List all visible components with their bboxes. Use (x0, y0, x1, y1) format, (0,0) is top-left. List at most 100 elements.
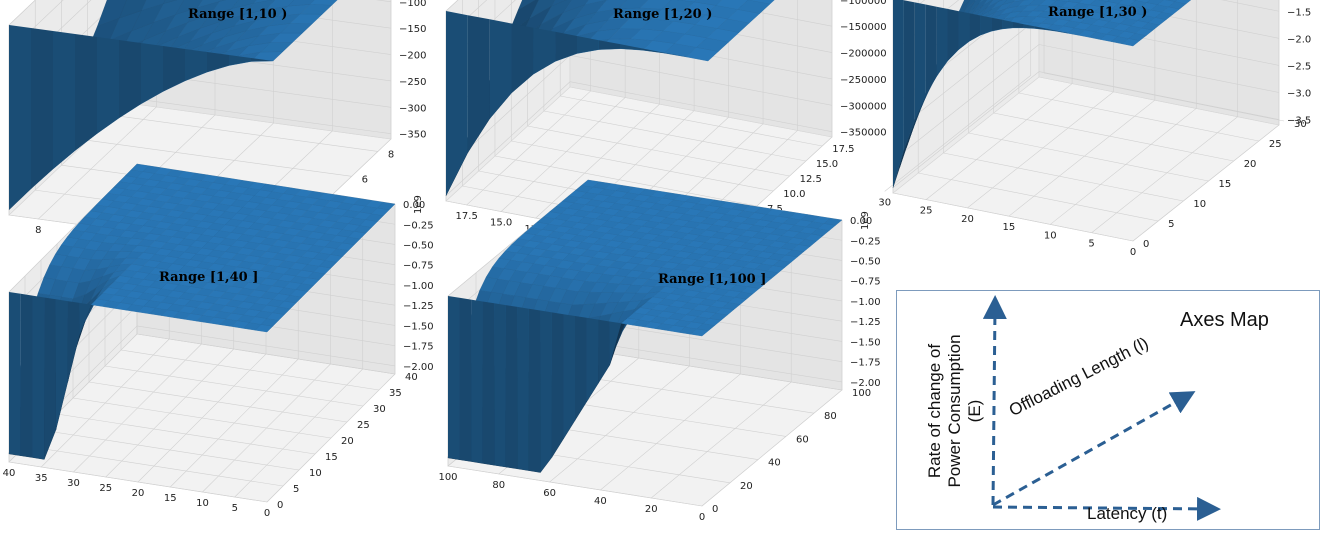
z-tick-label: −2.5 (1287, 61, 1311, 72)
z-tick-label: −1.00 (850, 297, 881, 308)
z-tick-label: −250000 (840, 75, 887, 86)
x-axis-arrow (992, 496, 1221, 521)
z-tick-label: −1.25 (403, 301, 434, 312)
z-label-line2: Power Consumption (945, 334, 964, 488)
z-tick-label: −0.50 (403, 240, 434, 251)
z-tick-label: −250 (399, 77, 426, 88)
y-tick-label: 20 (341, 436, 354, 447)
z-tick-label: −300 (399, 103, 426, 114)
y-tick-label: 0 (1143, 239, 1149, 250)
y-tick-label: 12.5 (800, 174, 822, 185)
z-tick-label: −0.75 (850, 277, 881, 288)
y-tick-label: 6 (362, 174, 368, 185)
tick-labels: 0 20 40 60 80 100 0 20 40 60 80 100 0.00 −0.25 −0.50 −0… (438, 211, 880, 523)
z-tick-label: 0.00 (850, 216, 872, 227)
chart-title: Range [1,30 ) (1048, 5, 1148, 20)
surface-front-face (9, 25, 273, 210)
x-tick-label: 5 (232, 503, 238, 514)
tick-labels: 0510152025300510152025300.0−0.5−1.0−1.5−… (878, 7, 1311, 258)
y-tick-label: 15.0 (816, 159, 838, 170)
y-tick-label: 5 (293, 484, 299, 495)
axes-map-arrows (982, 295, 1221, 521)
z-tick-label: 0.00 (403, 200, 425, 211)
y-tick-label: 80 (824, 411, 837, 422)
z-tick-label: −1.75 (850, 358, 881, 369)
x-tick-label: 80 (492, 480, 505, 491)
x-tick-label: 0 (1130, 247, 1136, 258)
y-tick-label: 30 (1294, 119, 1307, 130)
y-tick-label: 30 (373, 404, 386, 415)
x-tick-label: 35 (35, 473, 48, 484)
z-tick-label: −1.50 (850, 337, 881, 348)
z-tick-label: −350000 (840, 128, 887, 139)
surface-plot-svg: 051015202530354005101520253035400.00−0.2… (3, 163, 434, 519)
z-tick-label: −100 (399, 0, 426, 9)
y-tick-label: 17.5 (832, 144, 854, 155)
z-tick-label: −3.0 (1287, 89, 1311, 100)
z-tick-label: −1.25 (850, 317, 881, 328)
y-tick-label: 10 (1193, 199, 1206, 210)
y-tick-label: 35 (389, 388, 402, 399)
z-tick-label: −200000 (840, 49, 887, 60)
x-tick-label: 60 (543, 488, 556, 499)
y-tick-label: 0 (277, 500, 283, 511)
surface-front-face (893, 0, 1068, 188)
x-tick-label: 17.5 (456, 211, 478, 222)
z-tick-label: −0.50 (850, 256, 881, 267)
x-tick-label: 15.0 (490, 218, 512, 229)
tick-labels: 051015202530354005101520253035400.00−0.2… (3, 195, 434, 519)
y-tick-label: 8 (388, 149, 394, 160)
surface-chart-range-1-30: 0510152025300510152025300.0−0.5−1.0−1.5−… (878, 0, 1320, 268)
x-tick-label: 10 (1044, 230, 1057, 241)
gridlines (884, 0, 1285, 242)
x-tick-label: 0 (699, 512, 705, 523)
y-tick-label: 20 (740, 481, 753, 492)
surface-chart-range-1-40: 0 5 10 15 20 25 30 35 40 0 5 10 15 20 25 30 35 40 0.00 −0.2… (3, 163, 434, 532)
surface-chart-range-1-100: 0 20 40 60 80 100 0 20 40 60 80 100 0.00 −0.25 −0.50 −0… (438, 179, 890, 532)
y-tick-label: 40 (768, 458, 781, 469)
z-tick-label: −300000 (840, 101, 887, 112)
x-axis-label: Latency (t) (1087, 504, 1168, 523)
z-multiplier-label: 1e9 (860, 211, 871, 230)
x-tick-label: 30 (878, 197, 891, 208)
z-tick-label: −350 (399, 130, 426, 141)
surface-front-face (448, 296, 622, 473)
surface-plot-svg: 0 20 40 60 80 100 0 20 40 60 80 100 0.00 −0.25 −0.50 −0… (438, 179, 881, 523)
z-tick-label: −200 (399, 51, 426, 62)
y-tick-label: 60 (796, 434, 809, 445)
x-tick-label: 20 (132, 488, 145, 499)
x-tick-label: 5 (1088, 239, 1094, 250)
y-tick-label: 15 (325, 452, 338, 463)
x-tick-label: 25 (99, 483, 112, 494)
x-tick-label: 20 (961, 214, 974, 225)
z-tick-label: −2.0 (1287, 34, 1311, 45)
chart-title: Range [1,20 ) (613, 7, 713, 22)
x-tick-label: 30 (67, 478, 80, 489)
x-tick-label: 20 (645, 504, 658, 515)
chart-title: Range [1,10 ) (188, 7, 288, 22)
y-tick-label: 25 (1269, 139, 1282, 150)
x-tick-label: 15 (1002, 222, 1015, 233)
surface-front-face (446, 11, 687, 196)
axes-map-title: Axes Map (1180, 309, 1269, 331)
z-tick-label: −0.25 (850, 236, 881, 247)
y-tick-label: 0 (712, 504, 718, 515)
z-tick-label: −1.00 (403, 281, 434, 292)
x-tick-label: 8 (35, 225, 41, 236)
z-tick-label: −0.75 (403, 261, 434, 272)
z-tick-label: −3.5 (1287, 116, 1311, 127)
y-tick-label: 20 (1244, 159, 1257, 170)
chart-title: Range [1,40 ] (159, 270, 259, 285)
surface-plot-svg: 0510152025300510152025300.0−0.5−1.0−1.5−… (878, 0, 1311, 258)
z-tick-label: −150000 (840, 22, 887, 33)
x-tick-label: 10 (196, 498, 209, 509)
z-tick-label: −1.5 (1287, 7, 1311, 18)
x-tick-label: 25 (920, 206, 933, 217)
z-axis-arrow (982, 295, 1007, 506)
x-tick-label: 100 (438, 472, 457, 483)
y-tick-label: 10 (309, 468, 322, 479)
z-tick-label: −150 (399, 24, 426, 35)
z-tick-label: −2.00 (850, 378, 881, 389)
y-tick-label: 100 (852, 388, 871, 399)
chart-title: Range [1,100 ] (658, 272, 767, 287)
